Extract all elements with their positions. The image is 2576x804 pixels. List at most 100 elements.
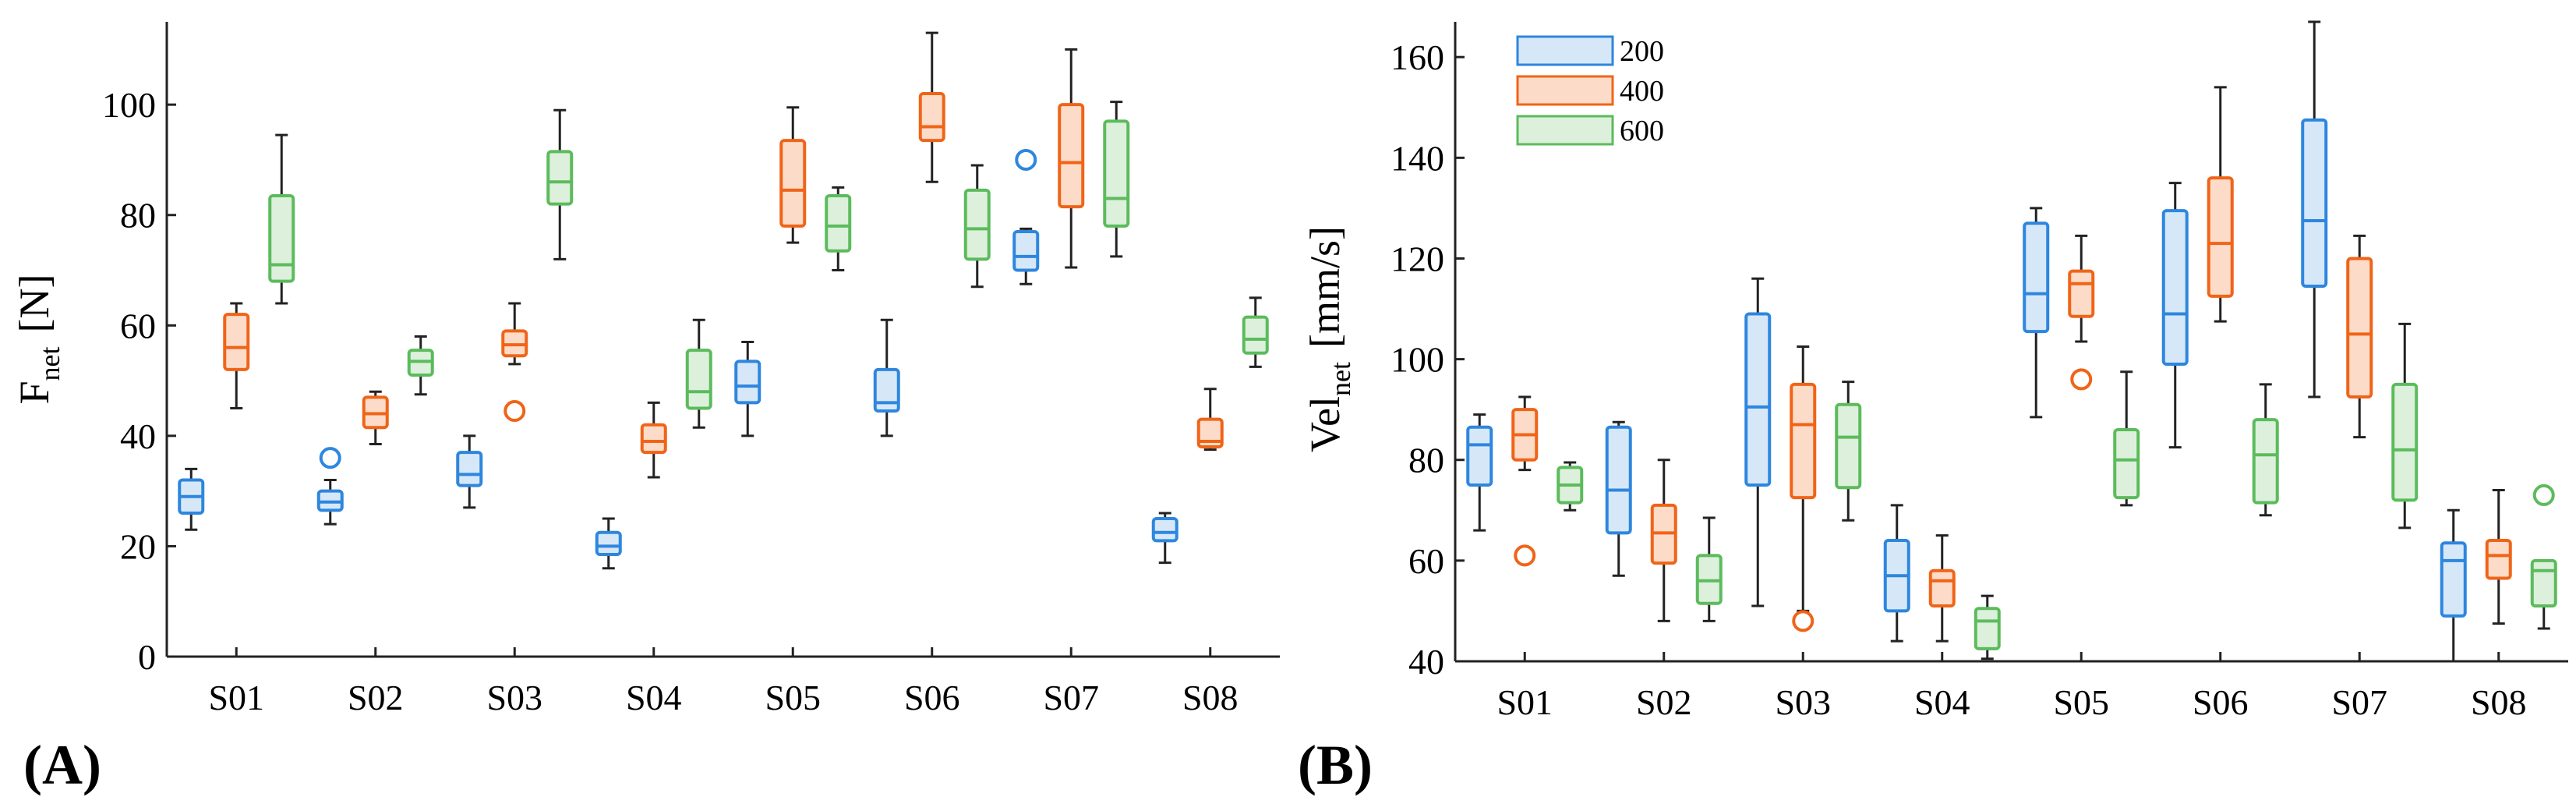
- box-600-S01: [1557, 461, 1584, 512]
- box-600-S08: [1242, 296, 1269, 368]
- y-tick-label: 80: [120, 196, 156, 236]
- box-400-S01: [1511, 395, 1539, 567]
- x-tick-label: S08: [2471, 682, 2527, 722]
- legend-swatch-600: [1516, 115, 1614, 146]
- panel-label-b: (B): [1298, 734, 1373, 796]
- y-tick-label: 140: [1390, 138, 1444, 178]
- x-tick-label: S05: [765, 678, 821, 717]
- box-200-S03: [456, 434, 483, 509]
- box-iqr: [873, 367, 900, 413]
- chart-panel-a: 0 20 40 60 80 100 S01 S02 S03 S04 S05 S06 S07 S08 Fn…: [11, 22, 1280, 796]
- x-tick-label: S01: [208, 678, 264, 717]
- box-600-S07: [1103, 101, 1130, 258]
- box-200-S01: [178, 467, 205, 531]
- box-iqr: [1103, 119, 1130, 228]
- box-iqr: [456, 451, 483, 487]
- box-200-S02: [1605, 420, 1632, 577]
- box-200-S08: [2440, 508, 2467, 663]
- legend-swatch-200: [1516, 35, 1614, 66]
- box-400-S07: [1058, 48, 1085, 269]
- box-600-S04: [685, 318, 712, 429]
- legend-label-200: 200: [1620, 35, 1664, 68]
- box-200-S04: [595, 517, 622, 570]
- box-iqr: [1466, 425, 1493, 487]
- box-200-S06: [873, 318, 900, 437]
- box-600-S05: [2113, 370, 2140, 507]
- y-tick-label: 0: [138, 637, 156, 677]
- x-tick-label: S04: [626, 678, 682, 717]
- x-tick-label: S01: [1496, 682, 1553, 722]
- box-200-S04: [1883, 504, 1910, 643]
- legend-swatch-400: [1516, 75, 1614, 106]
- box-400-S02: [1650, 459, 1677, 622]
- box-iqr: [2207, 176, 2234, 298]
- outlier-point: [2070, 368, 2093, 391]
- y-tick-label: 100: [1390, 340, 1444, 380]
- box-600-S02: [1695, 516, 1723, 622]
- x-tick-label: S04: [1914, 682, 1970, 722]
- box-400-S05: [2068, 234, 2095, 391]
- outlier-point: [319, 447, 341, 469]
- y-tick-label: 60: [1408, 541, 1444, 581]
- box-iqr: [1974, 607, 2001, 650]
- box-200-S01: [1466, 413, 1493, 532]
- legend: 200 400 600: [1516, 35, 1664, 147]
- box-400-S03: [501, 302, 528, 423]
- box-iqr: [2068, 269, 2095, 318]
- box-200-S03: [1744, 277, 1772, 607]
- box-400-S04: [640, 401, 667, 479]
- box-400-S07: [2346, 234, 2373, 439]
- box-400-S02: [362, 390, 389, 445]
- box-iqr: [1605, 425, 1632, 535]
- box-400-S04: [1928, 534, 1956, 643]
- box-iqr: [2485, 539, 2512, 580]
- x-tick-label: S06: [2193, 682, 2249, 722]
- x-tick-label: S03: [486, 678, 542, 717]
- x-tick-label: S05: [2053, 682, 2109, 722]
- outlier-point: [1514, 544, 1536, 567]
- y-tick-label: 60: [120, 306, 156, 345]
- y-tick-label: 40: [120, 416, 156, 456]
- box-iqr: [1151, 517, 1178, 543]
- y-tick-label: 160: [1390, 37, 1444, 77]
- x-tick-label: S07: [1043, 678, 1099, 717]
- box-200-S06: [2161, 182, 2189, 449]
- outlier-point: [1015, 148, 1037, 171]
- box-600-S04: [1974, 594, 2001, 661]
- box-iqr: [1928, 568, 1956, 607]
- box-600-S01: [268, 133, 295, 305]
- box-400-S08: [1196, 388, 1224, 452]
- box-iqr: [640, 423, 667, 455]
- box-iqr: [779, 139, 807, 228]
- box-400-S06: [918, 31, 945, 183]
- chart-panel-b: 40 60 80 100 120 140 160 S01 S02 S03 S04 S05 S06 S07…: [1298, 20, 2568, 796]
- box-iqr: [2301, 118, 2328, 288]
- panel-label-a: (A): [23, 734, 101, 796]
- outlier-point: [504, 400, 526, 423]
- box-iqr: [2252, 418, 2279, 505]
- box-iqr: [1790, 382, 1817, 500]
- box-400-S01: [223, 302, 250, 409]
- y-tick-label: 100: [102, 85, 156, 125]
- box-iqr: [734, 359, 761, 405]
- box-iqr: [223, 313, 250, 371]
- y-tick-label: 120: [1390, 239, 1444, 278]
- x-tick-label: S07: [2331, 682, 2387, 722]
- box-200-S07: [2301, 20, 2328, 398]
- box-iqr: [825, 193, 852, 253]
- box-iqr: [963, 188, 991, 261]
- y-axis-label: Velnet[mm/s]: [1302, 226, 1356, 452]
- legend-label-600: 600: [1620, 115, 1664, 147]
- box-600-S05: [825, 186, 852, 272]
- legend-label-400: 400: [1620, 75, 1664, 108]
- box-iqr: [2440, 541, 2467, 618]
- box-iqr: [685, 349, 712, 410]
- box-iqr: [2023, 221, 2050, 334]
- box-600-S03: [546, 108, 574, 260]
- box-200-S07: [1012, 148, 1040, 285]
- box-200-S02: [316, 447, 344, 526]
- box-iqr: [1835, 402, 1862, 490]
- y-tick-label: 80: [1408, 441, 1444, 480]
- box-iqr: [2346, 257, 2373, 399]
